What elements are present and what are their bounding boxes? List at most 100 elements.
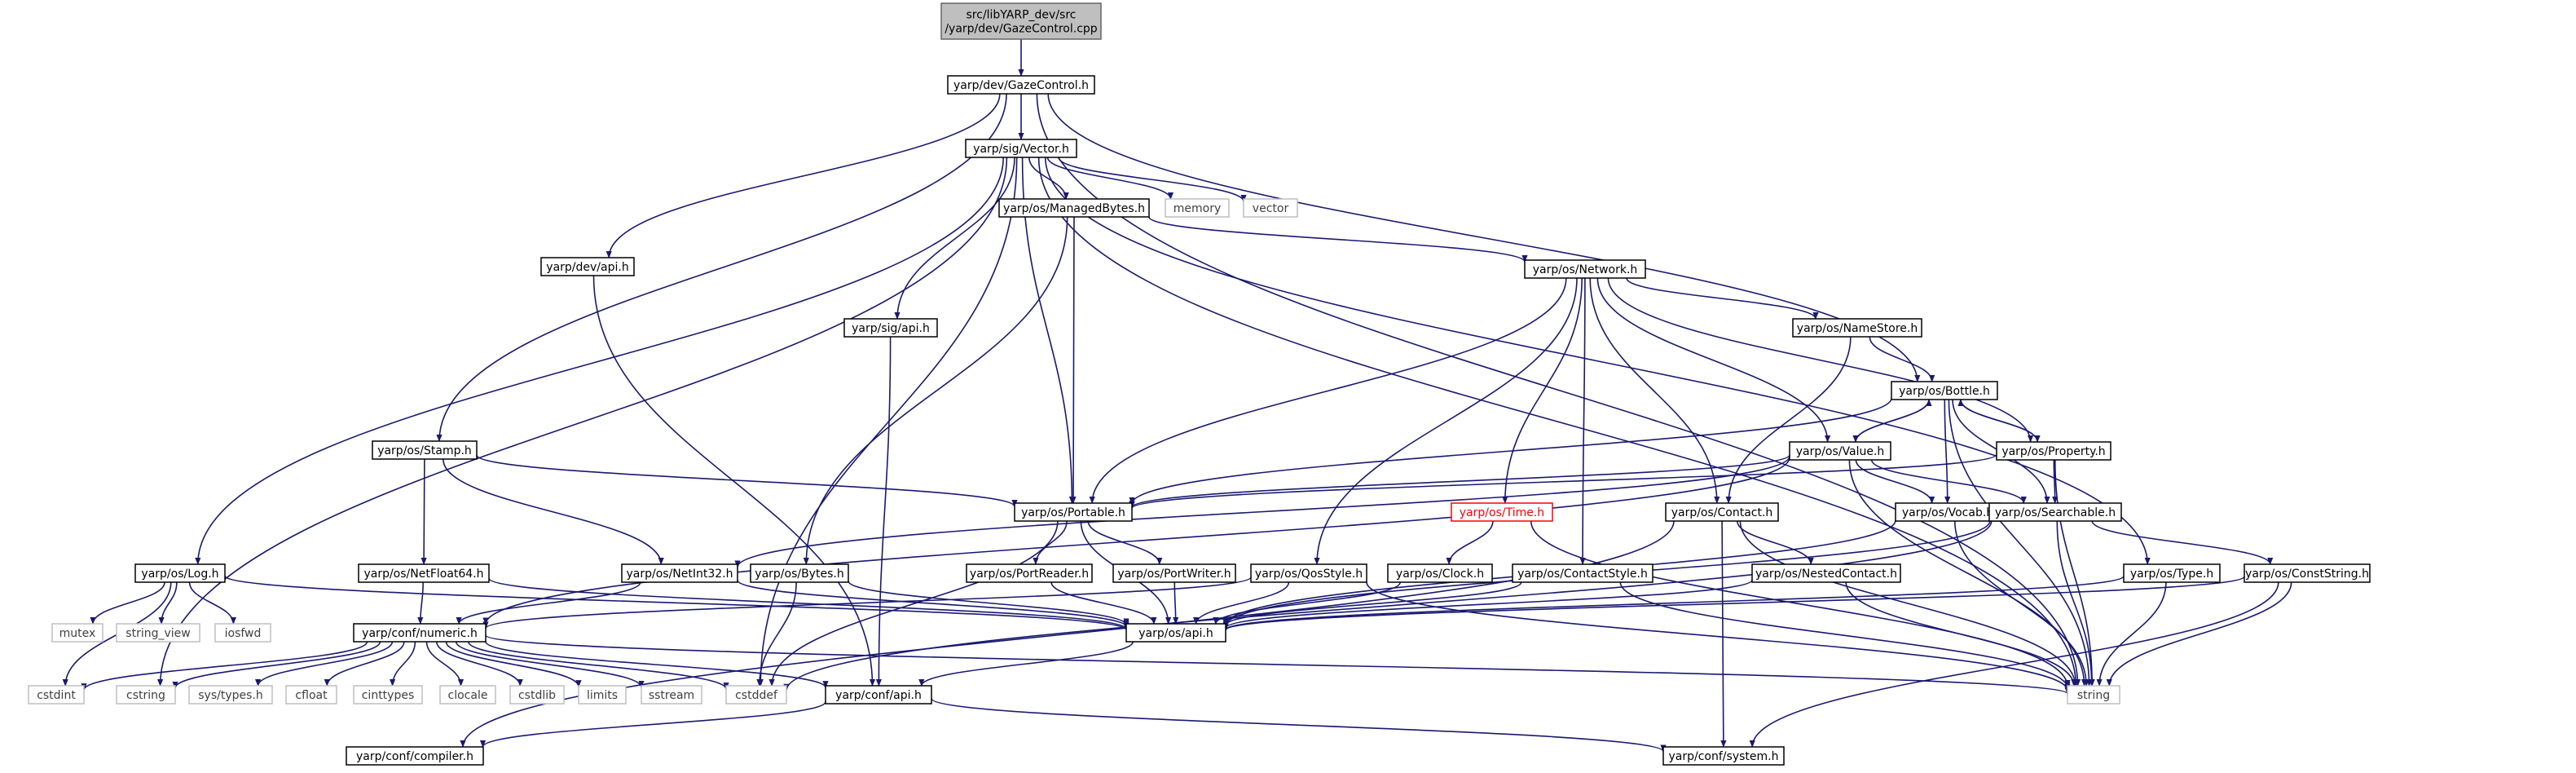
node-label: limits bbox=[587, 689, 618, 702]
node-mutex: mutex bbox=[51, 623, 103, 643]
edge-conf_numeric_h-to-cfloat bbox=[324, 641, 405, 687]
node-label: yarp/os/NameStore.h bbox=[1797, 322, 1918, 335]
node-label: yarp/conf/numeric.h bbox=[362, 627, 478, 640]
node-os-Bytes-h[interactable]: yarp/os/Bytes.h bbox=[750, 563, 849, 583]
edge-os_Log_h-to-os_api_h bbox=[224, 575, 1129, 631]
edge-os_Portable_h-to-os_PortReader_h bbox=[1033, 520, 1068, 565]
edge-os_Stamp_h-to-os_NetInt32_h bbox=[443, 458, 664, 565]
node-conf-api-h[interactable]: yarp/conf/api.h bbox=[825, 685, 932, 705]
node-os-Bottle-h[interactable]: yarp/os/Bottle.h bbox=[1891, 381, 1998, 400]
edge-os_ManagedBytes_h-to-os_Portable_h bbox=[1070, 216, 1077, 504]
node-os-PortWriter-h[interactable]: yarp/os/PortWriter.h bbox=[1112, 563, 1236, 583]
edge-sig_Vector_h-to-cstring bbox=[157, 157, 1008, 687]
edge-os_Searchable_h-to-os_ConstString_h bbox=[2091, 520, 2274, 565]
node-conf-system-h[interactable]: yarp/conf/system.h bbox=[1662, 746, 1785, 766]
node-box bbox=[1243, 198, 1298, 218]
node-os-NestedContact-h[interactable]: yarp/os/NestedContact.h bbox=[1751, 563, 1901, 583]
edge-os_ConstString_h-to-os_api_h bbox=[1222, 576, 2245, 631]
node-label: yarp/os/NestedContact.h bbox=[1755, 568, 1897, 581]
node-label: yarp/os/Bottle.h bbox=[1899, 385, 1990, 398]
nodes-layer: src/libYARP_dev/src/yarp/dev/GazeControl… bbox=[28, 2, 2371, 766]
edge-os_Bottle_h-to-string bbox=[1948, 399, 2093, 687]
edge-os_Type_h-to-os_api_h bbox=[1222, 575, 2125, 631]
node-os-Log-h[interactable]: yarp/os/Log.h bbox=[134, 563, 226, 583]
node-label: yarp/os/Contact.h bbox=[1671, 506, 1773, 519]
edge-conf_numeric_h-to-cstdlib bbox=[436, 641, 523, 687]
node-cfloat: cfloat bbox=[285, 685, 337, 705]
node-box bbox=[1789, 441, 1891, 461]
node-os-QosStyle-h[interactable]: yarp/os/QosStyle.h bbox=[1250, 563, 1367, 583]
edge-os_PortWriter_h-to-os_api_h bbox=[1173, 581, 1179, 625]
node-string: string bbox=[2067, 685, 2120, 705]
node-conf-compiler-h[interactable]: yarp/conf/compiler.h bbox=[346, 746, 484, 766]
node-os-api-h[interactable]: yarp/os/api.h bbox=[1125, 623, 1226, 643]
node-box bbox=[940, 2, 1102, 40]
node-dev-api-h[interactable]: yarp/dev/api.h bbox=[540, 257, 635, 276]
node-os-Property-h[interactable]: yarp/os/Property.h bbox=[1996, 441, 2111, 461]
node-os-Time-h[interactable]: yarp/os/Time.h bbox=[1451, 502, 1553, 522]
node-box bbox=[1891, 381, 1998, 400]
node-label: yarp/os/Network.h bbox=[1533, 263, 1638, 276]
node-label: yarp/sig/api.h bbox=[852, 322, 930, 335]
edge-os_Log_h-to-iosfwd bbox=[188, 581, 236, 625]
node-os-ConstString-h[interactable]: yarp/os/ConstString.h bbox=[2244, 563, 2371, 583]
node-os-ManagedBytes-h[interactable]: yarp/os/ManagedBytes.h bbox=[998, 198, 1150, 218]
node-box bbox=[1112, 563, 1236, 583]
node-os-Value-h[interactable]: yarp/os/Value.h bbox=[1789, 441, 1891, 461]
edge-os_Value_h-to-conf_numeric_h bbox=[482, 457, 1790, 625]
edge-os_Portable_h-to-os_PortWriter_h bbox=[1087, 520, 1163, 565]
node-GazeControl-h[interactable]: yarp/dev/GazeControl.h bbox=[947, 75, 1095, 95]
node-os-Network-h[interactable]: yarp/os/Network.h bbox=[1524, 259, 1646, 279]
node-box bbox=[1792, 318, 1922, 338]
node-os-NetInt32-h[interactable]: yarp/os/NetInt32.h bbox=[621, 563, 738, 583]
node-box bbox=[1387, 563, 1493, 583]
node-label: yarp/os/PortReader.h bbox=[970, 568, 1089, 581]
node-limits: limits bbox=[578, 685, 627, 705]
node-os-Contact-h[interactable]: yarp/os/Contact.h bbox=[1665, 502, 1779, 522]
node-label: mutex bbox=[59, 627, 96, 640]
node-os-ContactStyle-h[interactable]: yarp/os/ContactStyle.h bbox=[1512, 563, 1653, 583]
edge-os_Contact_h-to-conf_compiler_h bbox=[460, 520, 1675, 748]
node-conf-numeric-h[interactable]: yarp/conf/numeric.h bbox=[353, 623, 487, 643]
node-os-Searchable-h[interactable]: yarp/os/Searchable.h bbox=[1988, 502, 2122, 522]
edge-os_Searchable_h-to-string bbox=[2056, 520, 2095, 687]
node-os-Vocab-h[interactable]: yarp/os/Vocab.h bbox=[1895, 502, 2001, 522]
node-label: cstdint bbox=[37, 689, 76, 702]
node-os-Portable-h[interactable]: yarp/os/Portable.h bbox=[1014, 502, 1133, 522]
node-root[interactable]: src/libYARP_dev/src/yarp/dev/GazeControl… bbox=[940, 2, 1102, 40]
node-os-NameStore-h[interactable]: yarp/os/NameStore.h bbox=[1792, 318, 1922, 338]
node-label: yarp/os/ManagedBytes.h bbox=[1003, 202, 1145, 215]
node-box bbox=[1250, 563, 1367, 583]
edge-conf_numeric_h-to-cstdint bbox=[81, 641, 368, 691]
edge-os_NameStore_h-to-os_Contact_h bbox=[1725, 336, 1852, 504]
edge-os_Clock_h-to-os_api_h bbox=[1213, 581, 1401, 625]
node-label: yarp/conf/api.h bbox=[835, 689, 922, 702]
node-box bbox=[188, 685, 273, 705]
edge-os_NetInt32_h-to-os_api_h bbox=[737, 579, 1129, 628]
node-os-Stamp-h[interactable]: yarp/os/Stamp.h bbox=[372, 440, 478, 460]
edge-os_Bytes_h-to-cstddef bbox=[756, 581, 797, 687]
edge-os_Contact_h-to-conf_system_h bbox=[1720, 520, 1727, 748]
node-box bbox=[966, 563, 1093, 583]
edge-os_Type_h-to-string bbox=[2096, 581, 2167, 687]
edge-conf_api_h-to-conf_compiler_h bbox=[480, 700, 826, 748]
node-os-PortReader-h[interactable]: yarp/os/PortReader.h bbox=[966, 563, 1093, 583]
node-label: yarp/os/ConstString.h bbox=[2245, 568, 2369, 581]
edge-os_QosStyle_h-to-os_api_h bbox=[1193, 581, 1290, 625]
node-sstream: sstream bbox=[641, 685, 702, 705]
node-sig-Vector-h[interactable]: yarp/sig/Vector.h bbox=[965, 139, 1077, 158]
node-os-Clock-h[interactable]: yarp/os/Clock.h bbox=[1387, 563, 1493, 583]
edge-conf_numeric_h-to-string bbox=[485, 634, 2071, 695]
node-label: cinttypes bbox=[362, 689, 415, 702]
node-box bbox=[725, 685, 787, 705]
node-box bbox=[285, 685, 337, 705]
node-cstddef: cstddef bbox=[725, 685, 787, 705]
node-iosfwd: iosfwd bbox=[214, 623, 271, 643]
node-os-Type-h[interactable]: yarp/os/Type.h bbox=[2123, 563, 2221, 583]
node-os-NetFloat64-h[interactable]: yarp/os/NetFloat64.h bbox=[358, 563, 490, 583]
edge-os_ConstString_h-to-conf_system_h bbox=[1749, 581, 2279, 748]
node-label: yarp/os/Value.h bbox=[1796, 445, 1885, 458]
node-sig-api-h[interactable]: yarp/sig/api.h bbox=[843, 318, 938, 338]
node-box bbox=[134, 563, 226, 583]
